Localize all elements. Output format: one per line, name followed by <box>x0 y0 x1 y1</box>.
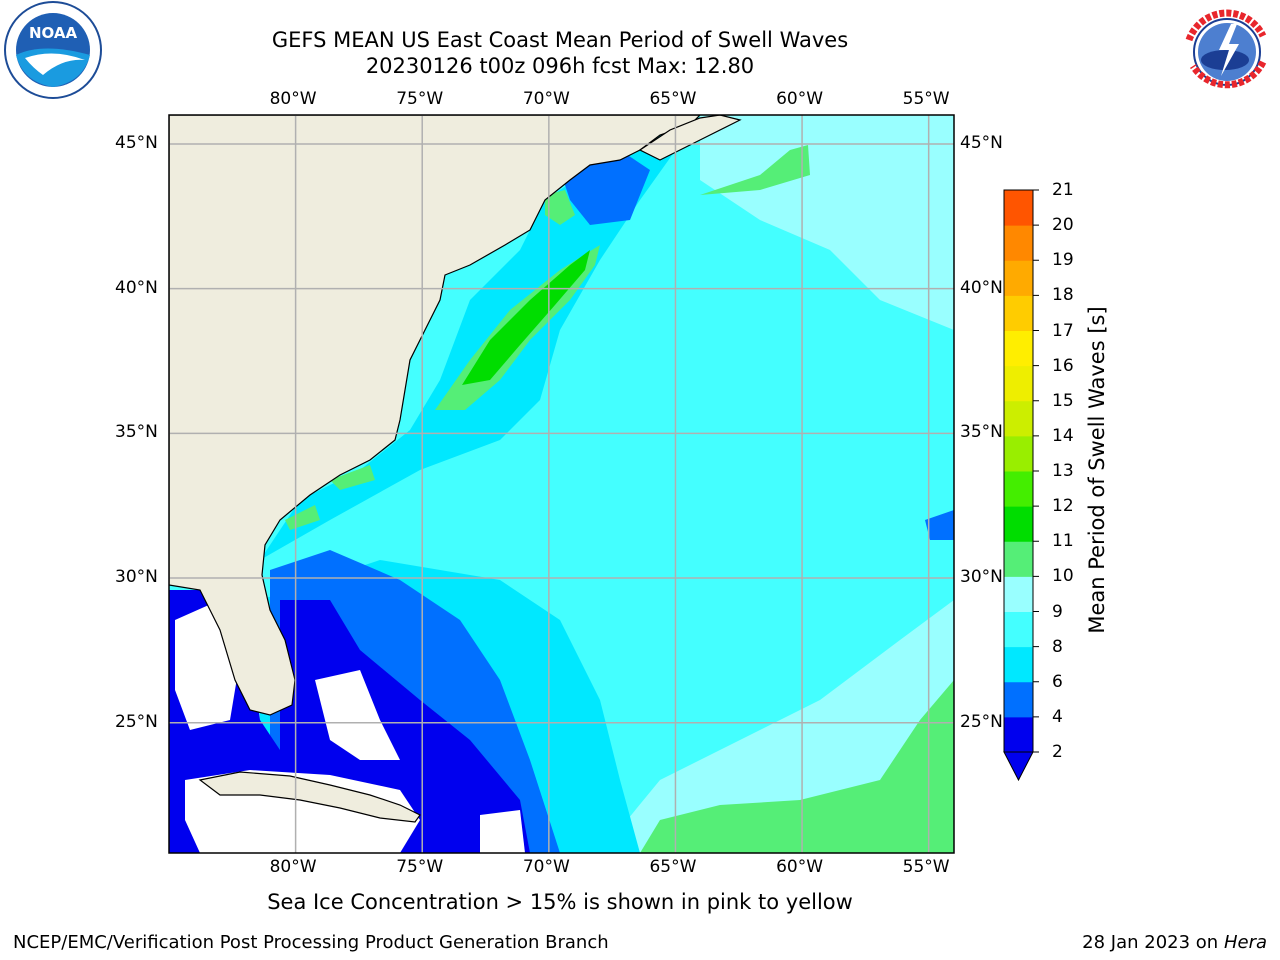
swell-region-green-gulfmaine <box>545 190 575 225</box>
lon-label-bottom: 60°W <box>776 857 824 877</box>
lon-label-bottom: 75°W <box>396 857 444 877</box>
colorbar-segment <box>1004 260 1033 296</box>
colorbar-tick-label: 9 <box>1052 601 1063 622</box>
colorbar-segment <box>1004 541 1033 577</box>
colorbar-segment <box>1004 506 1033 542</box>
colorbar-segment <box>1004 365 1033 402</box>
nws-logo <box>1177 2 1277 102</box>
colorbar-tick-label: 11 <box>1052 531 1074 552</box>
lon-label-bottom: 65°W <box>649 857 697 877</box>
lon-label-bottom: 80°W <box>269 857 317 877</box>
lat-label-right: 35°N <box>960 422 1003 443</box>
colorbar-tick-label: 15 <box>1052 390 1074 411</box>
colorbar-segment <box>1004 400 1033 437</box>
colorbar-segment <box>1004 576 1033 612</box>
colorbar-segment <box>1004 646 1033 683</box>
lat-label-left: 25°N <box>115 711 158 732</box>
lat-label-right: 25°N <box>960 711 1003 732</box>
colorbar-segment <box>1004 471 1033 507</box>
lat-label-right: 40°N <box>960 277 1003 298</box>
footer-branch: NCEP/EMC/Verification Post Processing Pr… <box>13 932 609 953</box>
lon-label-bottom: 70°W <box>522 857 570 877</box>
colorbar-segment <box>1004 225 1033 261</box>
map-gridlines <box>169 115 954 853</box>
lat-label-right: 45°N <box>960 132 1003 153</box>
colorbar-tick-label: 17 <box>1052 320 1074 341</box>
colorbar-tick-label: 12 <box>1052 496 1074 517</box>
colorbar-tick-label: 20 <box>1052 215 1074 236</box>
colorbar-tick-label: 2 <box>1052 742 1063 762</box>
lon-label-top: 60°W <box>776 89 824 109</box>
noaa-logo-text: NOAA <box>29 24 78 42</box>
colorbar-under-arrow <box>1003 751 1034 782</box>
swell-region-light-east <box>700 115 954 330</box>
swell-region-green-carolina <box>330 465 375 490</box>
lon-label-top: 70°W <box>522 89 570 109</box>
lat-label-left: 30°N <box>115 567 158 588</box>
colorbar-tick-label: 8 <box>1052 636 1063 657</box>
colorbar-tick-label: 16 <box>1052 355 1074 376</box>
lon-label-top: 55°W <box>902 89 950 109</box>
lon-label-top: 75°W <box>396 89 444 109</box>
nodata-hispaniola <box>480 810 525 853</box>
colorbar-segment <box>1004 295 1033 331</box>
colorbar-tick-label: 13 <box>1052 461 1074 481</box>
map-frame-content <box>169 115 954 853</box>
map-frame <box>168 114 955 854</box>
colorbar-tick-label: 6 <box>1052 671 1063 692</box>
footer-date: 28 Jan 2023 on Hera <box>1082 932 1267 953</box>
colorbar-label: Mean Period of Swell Waves [s] <box>1085 306 1109 634</box>
land-cuba <box>198 771 421 823</box>
map-title: GEFS MEAN US East Coast Mean Period of S… <box>271 28 849 52</box>
sea-ice-note: Sea Ice Concentration > 15% is shown in … <box>267 890 853 914</box>
colorbar-tick-label: 4 <box>1052 706 1063 727</box>
colorbar-tick-label: 14 <box>1052 425 1074 446</box>
swell-region-cyan-coast <box>260 130 690 560</box>
map-subtitle: 20230126 t00z 096h fcst Max: 12.80 <box>365 54 755 78</box>
swell-region-bright-green-midatlantic <box>462 250 590 385</box>
lon-label-bottom: 55°W <box>902 857 950 877</box>
nodata-bahamas <box>315 670 400 760</box>
lat-label-left: 40°N <box>115 277 158 298</box>
colorbar-segment <box>1004 435 1033 472</box>
noaa-logo: NOAA <box>4 1 102 99</box>
colorbar-tick-label: 21 <box>1052 180 1074 200</box>
land-north-america <box>169 115 701 716</box>
colorbar <box>1003 189 1039 782</box>
lon-label-top: 80°W <box>269 89 317 109</box>
swell-region-green-east <box>700 145 810 195</box>
colorbar-segment <box>1004 716 1033 753</box>
footer-host: Hera <box>1223 932 1267 953</box>
footer-date-text: 28 Jan 2023 on <box>1082 932 1224 953</box>
colorbar-segment <box>1004 190 1033 226</box>
lat-label-right: 30°N <box>960 567 1003 588</box>
swell-region-green-southeast <box>640 680 954 853</box>
colorbar-tick-label: 10 <box>1052 566 1074 587</box>
colorbar-tick-label: 19 <box>1052 250 1074 271</box>
swell-region-green-georgia <box>285 505 320 530</box>
lat-label-left: 45°N <box>115 132 158 153</box>
colorbar-segment <box>1004 681 1033 718</box>
colorbar-tick-label: 18 <box>1052 285 1074 306</box>
swell-region-blue-east <box>925 510 954 540</box>
colorbar-segment <box>1004 611 1033 648</box>
colorbar-segment <box>1004 330 1033 367</box>
lon-label-top: 65°W <box>649 89 697 109</box>
lat-label-left: 35°N <box>115 422 158 443</box>
